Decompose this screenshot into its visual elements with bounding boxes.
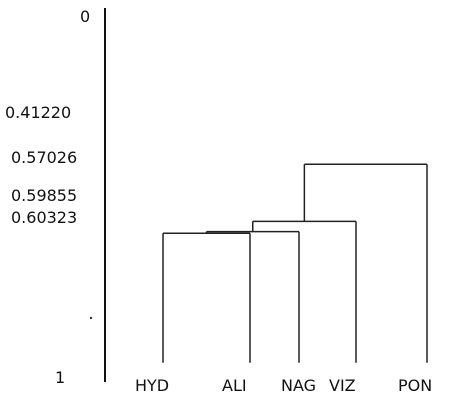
leaf-label-ali: ALI <box>222 376 247 395</box>
dendrogram-branches <box>162 163 428 363</box>
leaf-label-viz: VIZ <box>329 376 356 395</box>
leaf-label-hyd: HYD <box>135 376 169 395</box>
tick-label: 0.60323 <box>11 208 77 227</box>
axis-top-label: 0 <box>80 7 90 26</box>
axis-bottom-label: 1 <box>55 368 65 387</box>
tick-label: 0.59855 <box>11 186 77 205</box>
axis-dot <box>89 316 93 320</box>
leaf-label-pon: PON <box>398 376 432 395</box>
tick-label: 0.57026 <box>11 148 77 167</box>
tick-label: 0.41220 <box>5 103 71 122</box>
leaf-label-nag: NAG <box>281 376 316 395</box>
